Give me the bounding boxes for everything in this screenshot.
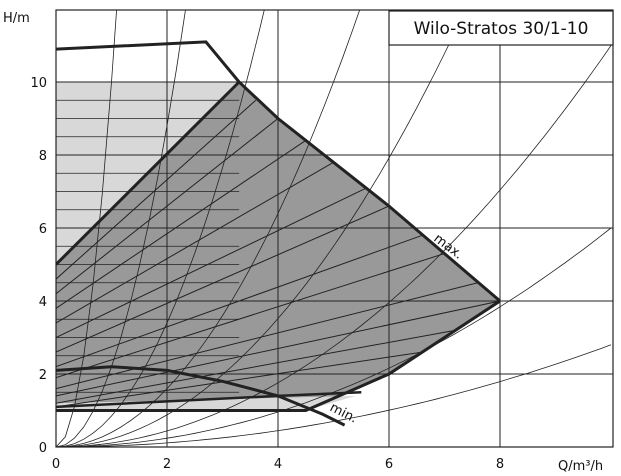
y-tick-label: 4: [39, 295, 47, 310]
speed-line: [56, 118, 279, 295]
speed-lines-group: [56, 81, 501, 408]
speed-line: [56, 187, 368, 338]
series-max-curve: [56, 40, 501, 303]
y-tick-label: 10: [30, 76, 47, 91]
speed-line: [56, 139, 307, 309]
system-curve: [56, 10, 117, 447]
speed-line: [56, 253, 445, 379]
chart-title: Wilo-Stratos 30/1-10: [414, 19, 589, 39]
speed-line: [56, 300, 501, 397]
speed-line: [56, 329, 456, 404]
y-tick-label: 8: [39, 149, 47, 164]
speed-line: [56, 234, 423, 368]
y-tick-label: 0: [39, 441, 47, 456]
plot-frame: [55, 9, 614, 448]
system-curve: [56, 10, 361, 447]
pump-curves-group: [56, 40, 501, 427]
speed-line: [56, 205, 390, 353]
operating-boundary-left: [56, 80, 241, 266]
speed-line: [56, 99, 257, 280]
y-axis-title: H/m: [3, 11, 30, 26]
speed-line: [56, 351, 423, 408]
system-curve: [56, 10, 186, 447]
y-tick-label: 2: [39, 368, 47, 383]
title-box: Wilo-Stratos 30/1-10: [388, 10, 614, 46]
speed-line: [56, 282, 478, 390]
x-tick-label: 2: [163, 457, 171, 472]
speed-line: [56, 161, 334, 324]
x-tick-label: 0: [52, 457, 60, 472]
lower-light-area: [56, 395, 356, 411]
tick-labels-group: 0 2 4 6 8 0 2 4 6 8 10: [30, 76, 504, 472]
y-tick-label: 6: [39, 222, 47, 237]
x-tick-label: 4: [274, 457, 282, 472]
system-curve: [56, 10, 265, 447]
x-tick-label: 8: [496, 457, 504, 472]
grid-group: [56, 10, 613, 447]
system-curve: [56, 10, 466, 447]
system-curve: [56, 344, 612, 447]
x-axis-title: Q/m³/h: [558, 459, 603, 474]
x-tick-label: 6: [385, 457, 393, 472]
series-min-curve: [56, 365, 346, 427]
system-curve: [56, 45, 612, 447]
